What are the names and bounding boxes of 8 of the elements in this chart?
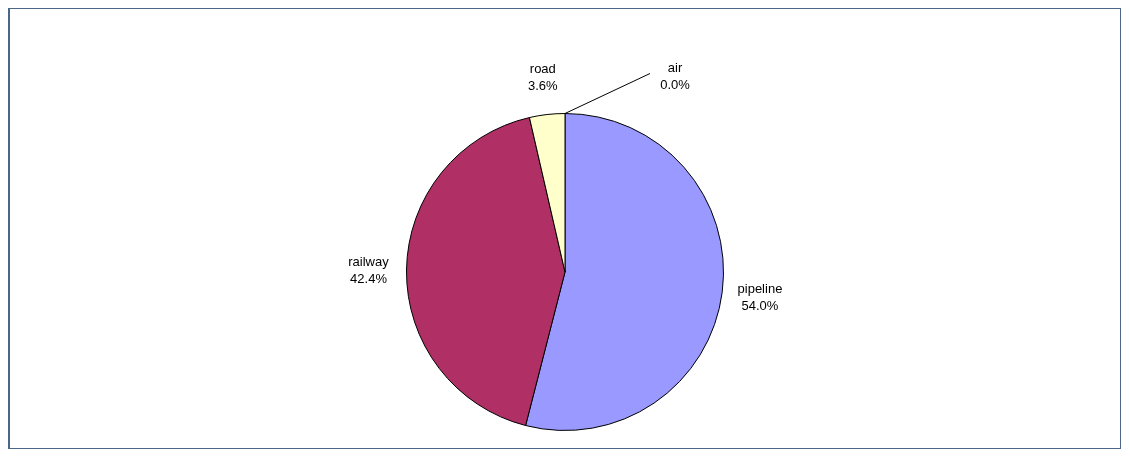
slice-label: pipeline <box>737 280 783 296</box>
slice-label: road <box>529 60 556 76</box>
slice-label: railway <box>348 253 390 269</box>
category-label: air <box>667 59 683 75</box>
data-label: 42.4% <box>350 270 388 286</box>
data-label: 3.6% <box>528 77 559 93</box>
data-label: 54.0% <box>741 297 779 313</box>
text: 0.0% <box>660 76 690 92</box>
